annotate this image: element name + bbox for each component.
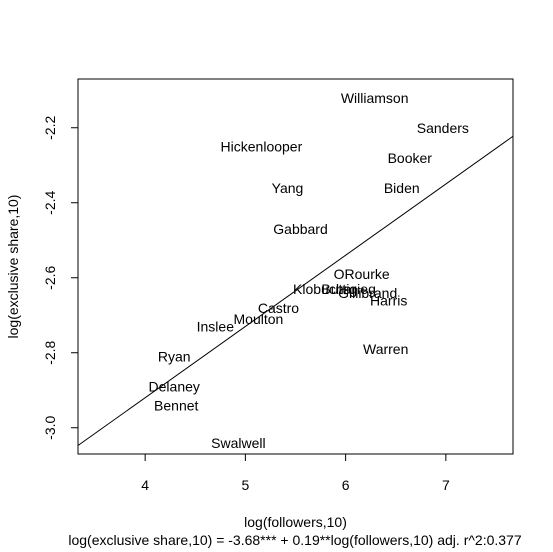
point-label: Swalwell [211, 435, 265, 451]
point-label: Castro [258, 300, 299, 316]
point-label: Williamson [341, 90, 409, 106]
x-tick-label: 5 [241, 477, 249, 493]
point-label: Klobuchar [293, 281, 356, 297]
point-label: Moulton [234, 311, 284, 327]
point-label: ORourke [334, 266, 390, 282]
x-tick-label: 6 [342, 477, 350, 493]
y-tick-label: -3.0 [42, 415, 58, 439]
y-tick-label: -2.8 [42, 340, 58, 364]
x-tick-label: 7 [442, 477, 450, 493]
y-axis: -3.0 -2.8 -2.6 -2.4 -2.2 [42, 115, 79, 440]
x-axis-label: log(followers,10) [244, 514, 347, 530]
y-tick-label: -2.6 [42, 265, 58, 289]
y-axis-label: log(exclusive share,10) [5, 195, 21, 339]
point-label: Warren [363, 341, 408, 357]
point-label: Bennet [154, 397, 198, 413]
point-label: Delaney [149, 379, 200, 395]
point-label: Biden [384, 180, 420, 196]
point-label: Yang [272, 180, 304, 196]
regression-line [77, 135, 514, 446]
point-label: Booker [388, 150, 433, 166]
point-label: Ryan [158, 349, 191, 365]
point-label: Buttigieg [321, 281, 375, 297]
points-layer: Williamson Sanders Hickenlooper Booker Yang B… [149, 90, 469, 451]
y-tick-label: -2.4 [42, 190, 58, 214]
x-axis: 4 5 6 7 [141, 453, 450, 493]
point-label: Gabbard [273, 221, 327, 237]
x-tick-label: 4 [141, 477, 149, 493]
regression-layer [77, 135, 514, 446]
point-label: Inslee [197, 319, 235, 335]
point-label: Harris [370, 292, 407, 308]
y-tick-label: -2.2 [42, 115, 58, 139]
point-label: Hickenlooper [221, 139, 303, 155]
regression-caption: log(exclusive share,10) = -3.68*** + 0.1… [68, 532, 521, 548]
point-label: Gillibrand [338, 285, 397, 301]
point-label: Sanders [417, 120, 469, 136]
